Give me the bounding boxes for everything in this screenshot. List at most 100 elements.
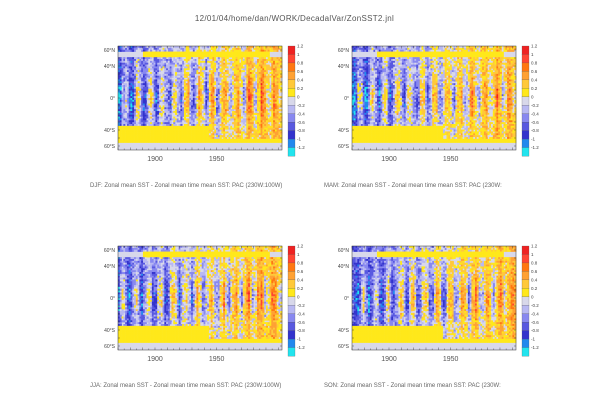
heatmap-cell	[271, 105, 274, 108]
heatmap-cell	[366, 59, 369, 62]
heatmap-cell	[260, 86, 263, 90]
heatmap-cell	[355, 60, 358, 64]
heatmap-cell	[160, 116, 163, 119]
heatmap-cell	[126, 73, 129, 77]
heatmap-cell	[126, 77, 129, 80]
heatmap-cell	[353, 81, 356, 84]
heatmap-cell	[269, 85, 272, 88]
heatmap-cell	[130, 66, 133, 69]
heatmap-cell	[201, 90, 204, 93]
heatmap-cell	[228, 129, 231, 132]
heatmap-cell	[242, 59, 245, 62]
heatmap-cell	[142, 79, 146, 82]
heatmap-cell	[271, 112, 274, 116]
heatmap-cell	[217, 88, 220, 91]
heatmap-cell	[226, 49, 229, 52]
heatmap-cell	[201, 57, 204, 60]
heatmap-cell	[183, 101, 187, 104]
heatmap-cell	[125, 75, 128, 78]
heatmap-cell	[364, 60, 367, 64]
heatmap-cell	[142, 66, 146, 69]
heatmap-cell	[214, 68, 217, 71]
heatmap-cell	[217, 94, 220, 97]
heatmap-cell	[276, 138, 279, 142]
heatmap-cell	[192, 66, 195, 69]
heatmap-cell	[369, 137, 372, 140]
heatmap-cell	[132, 88, 135, 91]
heatmap-cell	[135, 86, 138, 90]
heatmap-cell	[144, 72, 147, 75]
heatmap-cell	[142, 94, 146, 97]
heatmap-cell	[265, 109, 269, 112]
heatmap-cell	[175, 118, 178, 121]
heatmap-cell	[176, 64, 179, 67]
heatmap-cell	[353, 72, 356, 75]
heatmap-cell	[366, 46, 369, 49]
heatmap-cell	[353, 127, 356, 130]
heatmap-cell	[141, 66, 144, 69]
heatmap-cell	[224, 125, 228, 129]
heatmap-cell	[373, 118, 376, 121]
heatmap-cell	[151, 120, 154, 123]
heatmap-cell	[212, 83, 215, 86]
heatmap-cell	[224, 103, 228, 106]
heatmap-cell	[144, 137, 147, 140]
heatmap-cell	[123, 107, 126, 110]
heatmap-cell	[267, 46, 270, 49]
heatmap-cell	[359, 99, 362, 103]
heatmap-cell	[264, 73, 267, 77]
heatmap-cell	[130, 127, 133, 130]
heatmap-cell	[196, 135, 199, 138]
heatmap-cell	[255, 70, 258, 73]
heatmap-cell	[249, 88, 252, 91]
heatmap-cell	[278, 140, 281, 143]
heatmap-cell	[183, 55, 187, 58]
heatmap-cell	[224, 81, 228, 84]
heatmap-cell	[201, 51, 204, 54]
heatmap-cell	[228, 68, 231, 71]
heatmap-cell	[148, 49, 151, 52]
heatmap-cell	[249, 70, 252, 73]
heatmap-cell	[233, 51, 236, 54]
heatmap-cell	[226, 99, 229, 103]
heatmap-cell	[198, 55, 201, 58]
heatmap-cell	[362, 96, 365, 99]
heatmap-cell	[153, 51, 156, 54]
heatmap-cell	[142, 137, 146, 140]
heatmap-cell	[183, 57, 187, 60]
heatmap-cell	[139, 47, 142, 51]
heatmap-cell	[228, 105, 231, 108]
heatmap-cell	[274, 98, 277, 101]
heatmap-cell	[368, 60, 371, 64]
heatmap-cell	[257, 114, 260, 117]
heatmap-cell	[357, 133, 360, 136]
heatmap-cell	[224, 99, 228, 103]
heatmap-cell	[182, 53, 185, 56]
heatmap-cell	[128, 96, 131, 99]
heatmap-cell	[176, 124, 179, 127]
heatmap-cell	[208, 129, 211, 132]
heatmap-cell	[258, 86, 261, 90]
heatmap-cell	[150, 135, 153, 138]
heatmap-cell	[189, 79, 192, 82]
heatmap-cell	[352, 133, 355, 136]
heatmap-cell	[208, 66, 211, 69]
heatmap-cell	[235, 81, 238, 84]
colorbar-swatch	[287, 45, 296, 55]
heatmap-cell	[239, 66, 242, 69]
heatmap-cell	[352, 68, 355, 71]
heatmap-cell	[246, 94, 249, 97]
heatmap-cell	[134, 118, 137, 121]
heatmap-cell	[196, 112, 199, 116]
heatmap-cell	[178, 59, 181, 62]
heatmap-cell	[232, 81, 235, 84]
heatmap-cell	[130, 64, 133, 67]
heatmap-cell	[132, 90, 135, 93]
heatmap-cell	[269, 79, 272, 82]
heatmap-cell	[257, 62, 260, 65]
heatmap-cell	[198, 98, 201, 101]
colorbar-label: 0.8	[297, 61, 304, 66]
heatmap-cell	[183, 73, 187, 77]
heatmap-cell	[233, 140, 236, 143]
heatmap-cell	[200, 73, 203, 77]
